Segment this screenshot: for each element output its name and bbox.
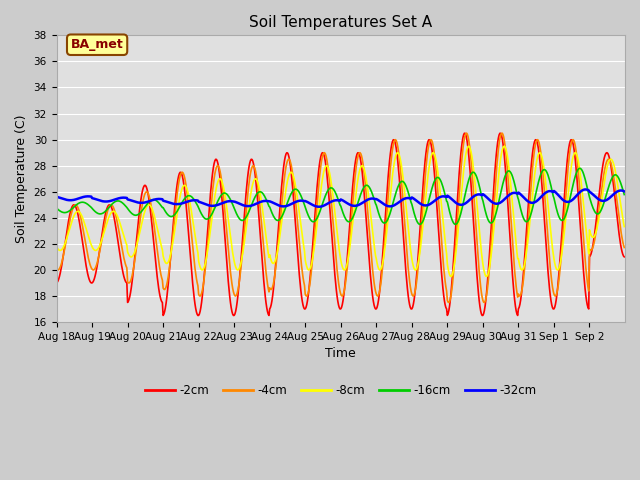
-2cm (119, 271, 127, 276)
-16cm (252, 193, 259, 199)
-16cm (52, 205, 60, 211)
-32cm (400, 196, 408, 202)
-2cm (400, 239, 408, 244)
Line: -2cm: -2cm (56, 133, 624, 315)
-8cm (431, 152, 438, 158)
-32cm (316, 204, 323, 210)
Line: -4cm: -4cm (56, 133, 624, 302)
-32cm (582, 187, 589, 192)
Legend: -2cm, -4cm, -8cm, -16cm, -32cm: -2cm, -4cm, -8cm, -16cm, -32cm (140, 380, 541, 402)
-16cm (399, 179, 407, 184)
-2cm (225, 278, 232, 284)
Line: -32cm: -32cm (56, 190, 624, 207)
-4cm (445, 300, 452, 305)
Line: -8cm: -8cm (56, 146, 624, 276)
-16cm (223, 192, 231, 198)
-32cm (119, 195, 127, 201)
-8cm (223, 211, 231, 216)
-2cm (461, 131, 468, 136)
-16cm (620, 192, 628, 197)
-2cm (253, 183, 260, 189)
-4cm (431, 155, 438, 160)
-8cm (447, 274, 455, 279)
-2cm (194, 312, 202, 318)
-2cm (431, 184, 439, 190)
-4cm (399, 197, 407, 203)
-4cm (223, 239, 231, 244)
-16cm (416, 221, 424, 227)
-32cm (620, 189, 628, 194)
Text: BA_met: BA_met (71, 38, 124, 51)
-16cm (431, 176, 439, 182)
-8cm (52, 244, 60, 250)
-4cm (620, 245, 628, 251)
-32cm (223, 199, 231, 204)
-4cm (52, 266, 60, 272)
-16cm (576, 166, 584, 171)
-32cm (252, 201, 259, 207)
-2cm (52, 280, 60, 286)
Title: Soil Temperatures Set A: Soil Temperatures Set A (249, 15, 433, 30)
X-axis label: Time: Time (325, 348, 356, 360)
-2cm (274, 233, 282, 239)
-4cm (463, 130, 470, 136)
-8cm (252, 176, 259, 181)
Line: -16cm: -16cm (56, 168, 624, 224)
-32cm (431, 197, 439, 203)
-16cm (119, 201, 127, 206)
-4cm (119, 252, 127, 257)
-2cm (620, 254, 628, 260)
-32cm (52, 194, 60, 200)
-8cm (399, 174, 407, 180)
-16cm (273, 217, 281, 223)
-4cm (252, 168, 259, 174)
-8cm (620, 224, 628, 229)
-4cm (273, 252, 281, 258)
-8cm (465, 143, 473, 149)
-32cm (273, 202, 281, 208)
-8cm (119, 231, 127, 237)
Y-axis label: Soil Temperature (C): Soil Temperature (C) (15, 114, 28, 243)
-8cm (273, 251, 281, 256)
